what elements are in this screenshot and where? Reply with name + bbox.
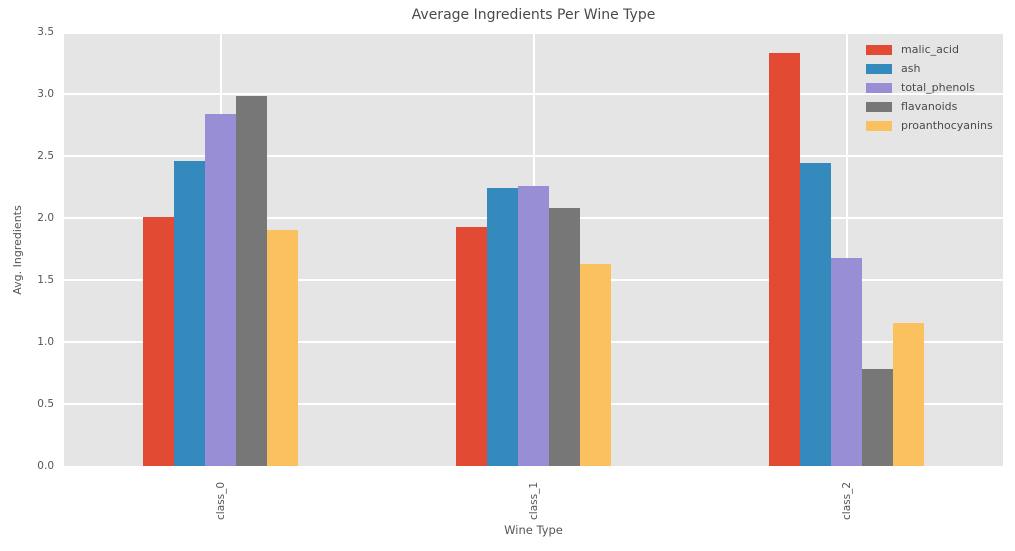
legend-swatch-flavanoids xyxy=(866,101,892,112)
bar-malic_acid-class_1 xyxy=(456,226,487,466)
legend-label: flavanoids xyxy=(901,100,958,113)
legend-item: ash xyxy=(866,59,993,78)
x-axis-label: Wine Type xyxy=(504,523,563,537)
x-tick-label: class_2 xyxy=(840,482,853,520)
v-gridline xyxy=(845,32,848,466)
bar-total_phenols-class_2 xyxy=(831,257,862,466)
bar-ash-class_0 xyxy=(174,160,205,466)
legend-item: malic_acid xyxy=(866,40,993,59)
bar-ash-class_1 xyxy=(487,188,518,466)
legend-swatch-proanthocyanins xyxy=(866,120,892,131)
bar-proanthocyanins-class_1 xyxy=(580,263,611,466)
bar-malic_acid-class_2 xyxy=(769,53,800,466)
y-axis-label: Avg. Ingredients xyxy=(11,205,24,295)
bar-total_phenols-class_0 xyxy=(205,113,236,466)
legend-swatch-ash xyxy=(866,63,892,74)
legend-label: proanthocyanins xyxy=(901,119,993,132)
y-tick-label: 0.5 xyxy=(37,398,54,410)
bar-flavanoids-class_1 xyxy=(549,208,580,466)
chart-title: Average Ingredients Per Wine Type xyxy=(411,7,656,23)
bar-flavanoids-class_0 xyxy=(236,96,267,466)
legend-label: ash xyxy=(901,62,921,75)
bar-flavanoids-class_2 xyxy=(862,369,893,466)
bar-proanthocyanins-class_0 xyxy=(267,230,298,466)
y-tick-label: 3.0 xyxy=(37,88,54,100)
x-tick-label: class_1 xyxy=(527,482,540,520)
legend-swatch-malic_acid xyxy=(866,44,892,55)
legend-label: malic_acid xyxy=(901,43,959,56)
x-tick-label: class_0 xyxy=(214,482,227,520)
y-tick-label: 0.0 xyxy=(37,460,54,472)
y-tick-label: 3.5 xyxy=(37,26,54,38)
y-tick-label: 1.5 xyxy=(37,274,54,286)
bar-total_phenols-class_1 xyxy=(518,185,549,466)
legend-item: proanthocyanins xyxy=(866,116,993,135)
y-tick-label: 2.5 xyxy=(37,150,54,162)
bar-proanthocyanins-class_2 xyxy=(893,323,924,466)
bar-ash-class_2 xyxy=(800,163,831,466)
y-tick-label: 1.0 xyxy=(37,336,54,348)
legend-item: total_phenols xyxy=(866,78,993,97)
legend-swatch-total_phenols xyxy=(866,82,892,93)
bar-malic_acid-class_0 xyxy=(143,216,174,466)
y-tick-label: 2.0 xyxy=(37,212,54,224)
legend-label: total_phenols xyxy=(901,81,975,94)
legend-item: flavanoids xyxy=(866,97,993,116)
